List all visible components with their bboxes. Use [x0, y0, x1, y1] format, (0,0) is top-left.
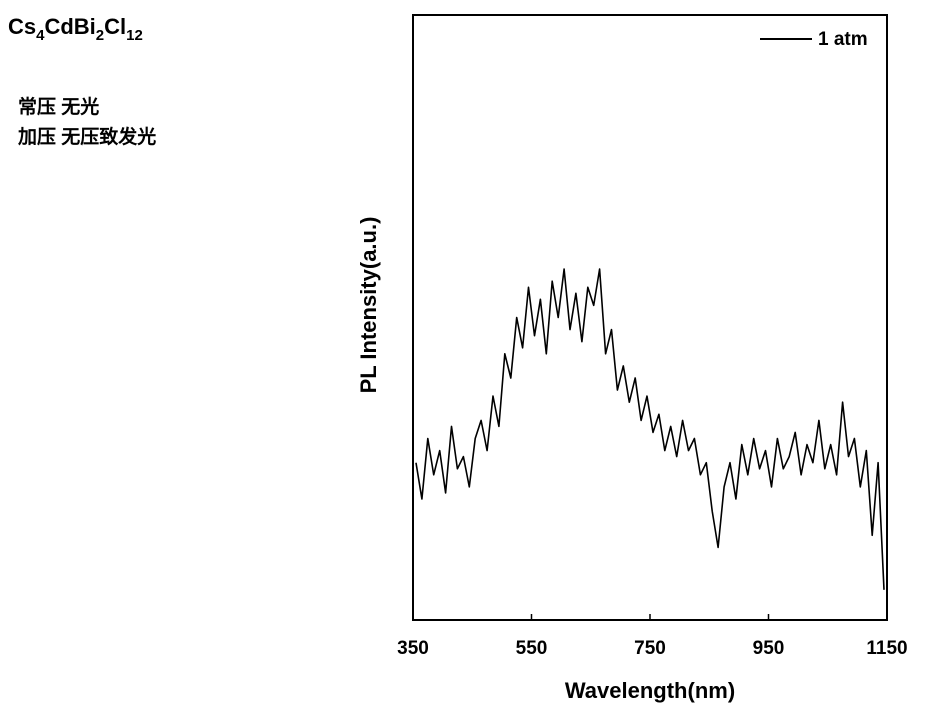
annotation: 加压 无压致发光 — [17, 125, 156, 148]
x-tick-label: 350 — [397, 638, 429, 659]
annotation: 常压 无光 — [18, 95, 99, 118]
chart-title: Cs4CdBi2Cl12 — [8, 14, 143, 45]
x-tick-label: 950 — [753, 638, 785, 659]
plot-frame — [412, 14, 888, 621]
x-tick-label: 1150 — [866, 638, 907, 659]
x-axis-label: Wavelength(nm) — [565, 678, 735, 703]
data-line — [415, 268, 885, 590]
x-tick-label: 750 — [634, 638, 666, 659]
y-axis-label: PL Intensity(a.u.) — [356, 217, 381, 394]
x-tick-label: 550 — [516, 638, 548, 659]
legend-label: 1 atm — [818, 29, 868, 50]
